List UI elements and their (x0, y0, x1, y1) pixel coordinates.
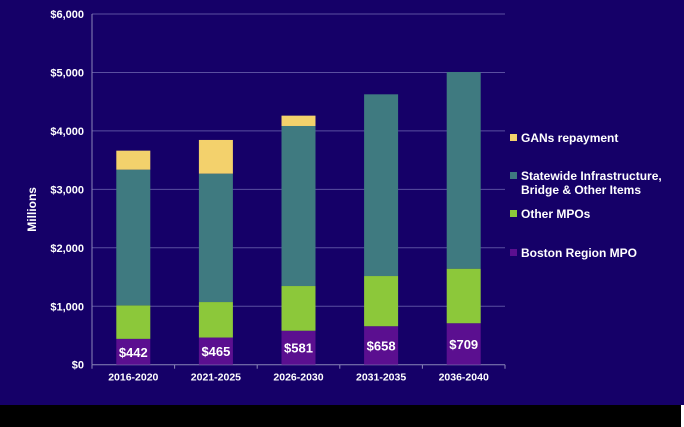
x-tick-label: 2026-2030 (273, 372, 323, 384)
y-tick-label: $0 (72, 360, 84, 372)
bar-segment (364, 94, 399, 277)
bar-segment (198, 173, 233, 303)
bar-segment (364, 276, 399, 327)
legend-label: GANs repayment (521, 131, 619, 145)
y-tick-label: $6,000 (50, 9, 84, 21)
bar-segment (198, 337, 233, 365)
data-label: $658 (367, 338, 396, 353)
bar-segment (198, 139, 233, 174)
bar-segment (281, 125, 316, 287)
legend-label: Statewide Infrastructure, (521, 169, 662, 183)
y-tick-label: $4,000 (50, 126, 84, 138)
legend-label: Bridge & Other Items (521, 183, 642, 197)
bar-segment (364, 326, 399, 365)
bar-segment (446, 71, 481, 269)
x-tick-label: 2021-2025 (191, 372, 241, 384)
data-label: $442 (119, 345, 148, 360)
x-tick-label: 2016-2020 (108, 372, 158, 384)
y-tick-label: $5,000 (50, 67, 84, 79)
bar-segment (198, 302, 233, 338)
bar-segment (281, 115, 316, 126)
legend-swatch (510, 134, 517, 141)
legend-swatch (510, 210, 517, 217)
bar-segment (116, 169, 151, 306)
bar-segment (446, 268, 481, 324)
legend-item-statewide: Statewide Infrastructure, Bridge & Other… (510, 169, 662, 197)
legend-item-boston-mpo: Boston Region MPO (510, 246, 637, 260)
y-axis-label: Millions (25, 187, 39, 232)
y-tick-label: $2,000 (50, 243, 84, 255)
legend-label: Boston Region MPO (521, 246, 637, 260)
bottom-bar (0, 405, 681, 427)
legend-swatch (510, 249, 517, 256)
legend-item-other-mpos: Other MPOs (510, 207, 591, 221)
bar-segment (446, 323, 481, 365)
data-label: $465 (201, 344, 230, 359)
bar-segment (116, 150, 151, 170)
bar-segment (116, 338, 151, 365)
bar-segment (281, 286, 316, 331)
legend-label: Other MPOs (521, 207, 591, 221)
chart-background (0, 0, 684, 405)
x-tick-label: 2036-2040 (439, 372, 489, 384)
stacked-bar-chart: $0 $1,000 $2,000 $3,000 $4,000 $5,000 $6,000 Mi… (25, 9, 506, 384)
x-tick-label: 2031-2035 (356, 372, 406, 384)
y-tick-label: $1,000 (50, 301, 84, 313)
legend-swatch (510, 172, 517, 179)
bar-segment (116, 305, 151, 339)
data-label: $709 (449, 337, 478, 352)
y-tick-label: $3,000 (50, 184, 84, 196)
bar-segment (281, 330, 316, 365)
data-label: $581 (284, 341, 313, 356)
legend-item-gans: GANs repayment (510, 131, 619, 145)
